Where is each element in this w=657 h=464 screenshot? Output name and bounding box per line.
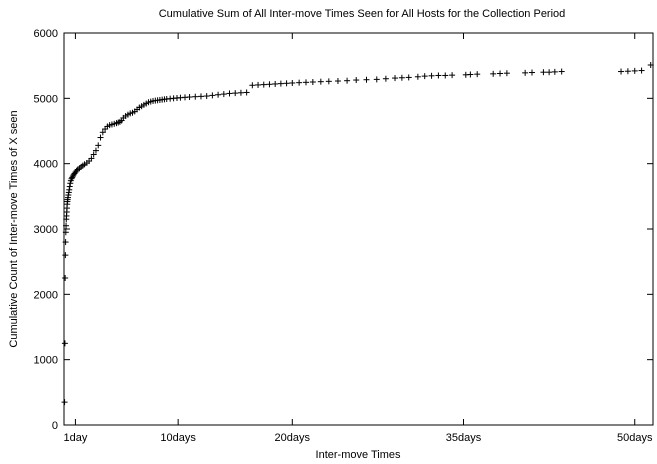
data-point <box>62 252 69 259</box>
x-axis: 1day 10days 20days 35days 50days <box>63 33 653 444</box>
chart-title: Cumulative Sum of All Inter-move Times S… <box>159 8 566 20</box>
data-point <box>353 77 360 84</box>
data-point <box>398 74 405 81</box>
data-point <box>249 82 256 89</box>
y-tick-label: 1000 <box>34 355 58 367</box>
data-point <box>255 81 262 88</box>
data-point <box>68 175 75 182</box>
data-point <box>61 340 68 347</box>
y-axis-label: Cumulative Count of Inter-move Times of … <box>8 110 20 347</box>
y-tick-label: 4000 <box>34 159 58 171</box>
data-point <box>186 94 193 101</box>
x-tick-label: 50days <box>617 432 653 444</box>
data-point <box>99 129 106 136</box>
data-point <box>61 399 68 406</box>
data-point <box>624 68 631 75</box>
data-point <box>272 80 279 87</box>
data-point <box>382 75 389 82</box>
x-tick-label: 35days <box>446 432 482 444</box>
data-point <box>647 62 654 69</box>
data-point <box>62 239 69 246</box>
data-point <box>558 68 565 75</box>
data-point <box>289 79 296 86</box>
y-tick-label: 3000 <box>34 224 58 236</box>
data-point <box>317 78 324 85</box>
data-point <box>90 151 97 158</box>
data-point <box>69 174 76 181</box>
data-point <box>73 167 80 174</box>
plot-frame <box>63 32 654 426</box>
data-point <box>302 79 309 86</box>
data-point <box>522 69 529 76</box>
data-point <box>334 78 341 85</box>
data-point <box>392 75 399 82</box>
x-tick-label: 20days <box>275 432 311 444</box>
data-point <box>638 67 645 74</box>
data-point <box>414 73 421 80</box>
data-point <box>92 147 99 154</box>
data-point <box>442 72 449 79</box>
data-point <box>237 89 244 96</box>
data-point <box>428 72 435 79</box>
x-tick-label: 10days <box>160 432 196 444</box>
data-point <box>363 76 370 83</box>
data-point <box>551 68 558 75</box>
data-point <box>232 90 239 97</box>
data-point <box>283 80 290 87</box>
data-point <box>405 74 412 81</box>
y-tick-label: 0 <box>52 420 58 432</box>
data-point <box>467 71 474 78</box>
data-point <box>540 69 547 76</box>
data-point <box>421 73 428 80</box>
data-point <box>296 79 303 86</box>
data-point <box>67 180 74 187</box>
data-point <box>497 70 504 77</box>
data-point <box>192 93 199 100</box>
y-tick-label: 6000 <box>34 28 58 40</box>
data-point <box>373 76 380 83</box>
data-point <box>309 79 316 85</box>
data-point <box>325 78 332 85</box>
data-point <box>197 93 204 100</box>
data-point <box>546 69 553 76</box>
data-point <box>97 134 104 141</box>
data-point <box>618 68 625 75</box>
data-point <box>503 70 510 77</box>
data-point <box>63 222 70 229</box>
data-point <box>88 155 95 162</box>
data-point <box>277 80 284 87</box>
data-point <box>66 183 73 190</box>
data-point <box>631 67 638 74</box>
y-axis: 0 1000 2000 3000 4000 5000 6000 <box>34 28 653 432</box>
data-point <box>209 92 216 99</box>
data-point <box>490 70 497 77</box>
data-point <box>226 90 233 97</box>
x-axis-label: Inter-move Times <box>316 449 401 461</box>
data-point <box>435 72 442 79</box>
x-tick-label: 1day <box>63 432 87 444</box>
y-tick-label: 5000 <box>34 93 58 105</box>
data-point <box>220 91 227 98</box>
data-point <box>215 91 222 98</box>
data-point <box>260 81 267 88</box>
data-point <box>62 275 69 281</box>
data-point <box>243 89 250 96</box>
data-point <box>62 229 69 236</box>
data-point <box>449 72 456 79</box>
y-tick-label: 2000 <box>34 289 58 301</box>
data-point <box>266 81 273 88</box>
data-point <box>203 93 210 100</box>
data-point <box>95 142 102 149</box>
data-point <box>344 77 351 84</box>
data-point <box>474 71 481 78</box>
data-points <box>61 62 654 406</box>
data-point <box>529 69 536 76</box>
